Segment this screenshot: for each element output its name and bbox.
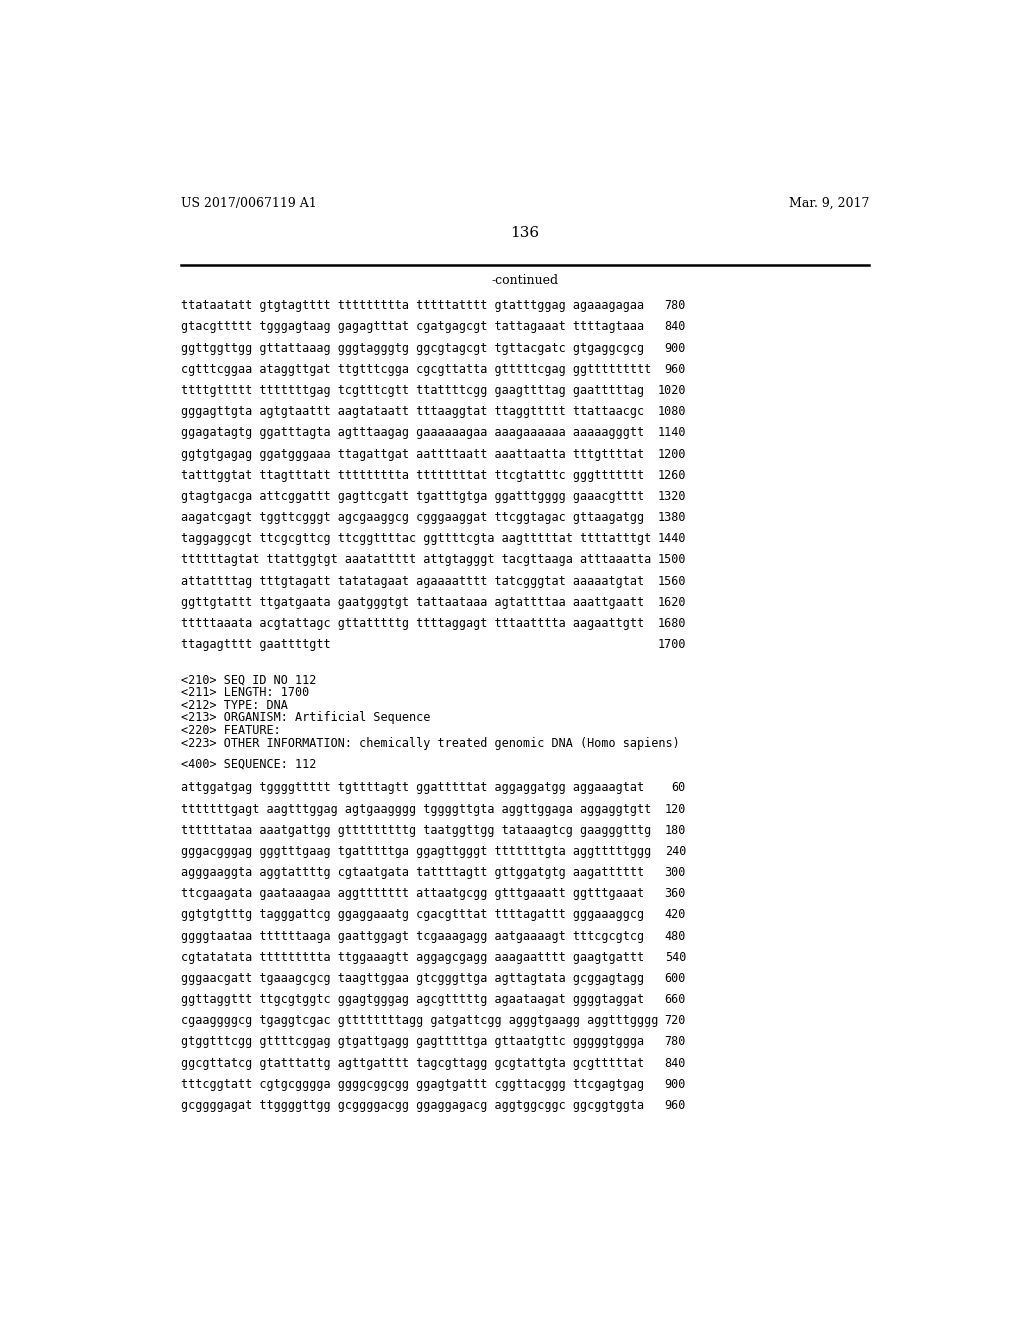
Text: cgtttcggaa ataggttgat ttgtttcgga cgcgttatta gtttttcgag ggttttttttt: cgtttcggaa ataggttgat ttgtttcgga cgcgtta… xyxy=(180,363,651,376)
Text: 136: 136 xyxy=(510,226,540,240)
Text: <213> ORGANISM: Artificial Sequence: <213> ORGANISM: Artificial Sequence xyxy=(180,711,430,725)
Text: aagatcgagt tggttcgggt agcgaaggcg cgggaaggat ttcggtagac gttaagatgg: aagatcgagt tggttcgggt agcgaaggcg cgggaag… xyxy=(180,511,644,524)
Text: ttataatatt gtgtagtttt ttttttttta tttttatttt gtatttggag agaaagagaa: ttataatatt gtgtagtttt ttttttttta tttttat… xyxy=(180,300,644,313)
Text: 300: 300 xyxy=(665,866,686,879)
Text: 240: 240 xyxy=(665,845,686,858)
Text: <212> TYPE: DNA: <212> TYPE: DNA xyxy=(180,698,288,711)
Text: 780: 780 xyxy=(665,300,686,313)
Text: 360: 360 xyxy=(665,887,686,900)
Text: gtggtttcgg gttttcggag gtgattgagg gagtttttga gttaatgttc gggggtggga: gtggtttcgg gttttcggag gtgattgagg gagtttt… xyxy=(180,1035,644,1048)
Text: Mar. 9, 2017: Mar. 9, 2017 xyxy=(788,197,869,210)
Text: 60: 60 xyxy=(672,781,686,795)
Text: gggacgggag gggtttgaag tgatttttga ggagttgggt tttttttgta aggtttttggg: gggacgggag gggtttgaag tgatttttga ggagttg… xyxy=(180,845,651,858)
Text: 840: 840 xyxy=(665,1056,686,1069)
Text: 1020: 1020 xyxy=(657,384,686,397)
Text: ttttttataa aaatgattgg gtttttttttg taatggttgg tataaagtcg gaagggtttg: ttttttataa aaatgattgg gtttttttttg taatgg… xyxy=(180,824,651,837)
Text: 420: 420 xyxy=(665,908,686,921)
Text: 600: 600 xyxy=(665,972,686,985)
Text: 540: 540 xyxy=(665,950,686,964)
Text: 960: 960 xyxy=(665,363,686,376)
Text: 1080: 1080 xyxy=(657,405,686,418)
Text: tttttttgagt aagtttggag agtgaagggg tggggttgta aggttggaga aggaggtgtt: tttttttgagt aagtttggag agtgaagggg tggggt… xyxy=(180,803,651,816)
Text: cgaaggggcg tgaggtcgac gttttttttagg gatgattcgg agggtgaagg aggtttgggg: cgaaggggcg tgaggtcgac gttttttttagg gatga… xyxy=(180,1014,658,1027)
Text: 1680: 1680 xyxy=(657,616,686,630)
Text: gggagttgta agtgtaattt aagtataatt tttaaggtat ttaggttttt ttattaacgc: gggagttgta agtgtaattt aagtataatt tttaagg… xyxy=(180,405,644,418)
Text: cgtatatata ttttttttta ttggaaagtt aggagcgagg aaagaatttt gaagtgattt: cgtatatata ttttttttta ttggaaagtt aggagcg… xyxy=(180,950,644,964)
Text: <210> SEQ ID NO 112: <210> SEQ ID NO 112 xyxy=(180,673,316,686)
Text: <211> LENGTH: 1700: <211> LENGTH: 1700 xyxy=(180,686,309,698)
Text: 1620: 1620 xyxy=(657,595,686,609)
Text: ttagagtttt gaattttgtt: ttagagtttt gaattttgtt xyxy=(180,638,331,651)
Text: 1320: 1320 xyxy=(657,490,686,503)
Text: attggatgag tggggttttt tgttttagtt ggatttttat aggaggatgg aggaaagtat: attggatgag tggggttttt tgttttagtt ggatttt… xyxy=(180,781,644,795)
Text: <223> OTHER INFORMATION: chemically treated genomic DNA (Homo sapiens): <223> OTHER INFORMATION: chemically trea… xyxy=(180,737,680,750)
Text: ggtgtgagag ggatgggaaa ttagattgat aattttaatt aaattaatta tttgttttat: ggtgtgagag ggatgggaaa ttagattgat aatttta… xyxy=(180,447,644,461)
Text: tatttggtat ttagtttatt ttttttttta ttttttttat ttcgtatttc gggttttttt: tatttggtat ttagtttatt ttttttttta ttttttt… xyxy=(180,469,644,482)
Text: gtagtgacga attcggattt gagttcgatt tgatttgtga ggatttgggg gaaacgtttt: gtagtgacga attcggattt gagttcgatt tgatttg… xyxy=(180,490,644,503)
Text: 900: 900 xyxy=(665,1077,686,1090)
Text: 660: 660 xyxy=(665,993,686,1006)
Text: gcggggagat ttggggttgg gcggggacgg ggaggagacg aggtggcggc ggcggtggta: gcggggagat ttggggttgg gcggggacgg ggaggag… xyxy=(180,1100,644,1111)
Text: ggtgtgtttg tagggattcg ggaggaaatg cgacgtttat ttttagattt gggaaaggcg: ggtgtgtttg tagggattcg ggaggaaatg cgacgtt… xyxy=(180,908,644,921)
Text: 1700: 1700 xyxy=(657,638,686,651)
Text: -continued: -continued xyxy=(492,275,558,286)
Text: ggttggttgg gttattaaag gggtagggtg ggcgtagcgt tgttacgatc gtgaggcgcg: ggttggttgg gttattaaag gggtagggtg ggcgtag… xyxy=(180,342,644,355)
Text: attattttag tttgtagatt tatatagaat agaaaatttt tatcgggtat aaaaatgtat: attattttag tttgtagatt tatatagaat agaaaat… xyxy=(180,574,644,587)
Text: 960: 960 xyxy=(665,1100,686,1111)
Text: 1440: 1440 xyxy=(657,532,686,545)
Text: ggagatagtg ggatttagta agtttaagag gaaaaaagaa aaagaaaaaa aaaaagggtt: ggagatagtg ggatttagta agtttaagag gaaaaaa… xyxy=(180,426,644,440)
Text: <400> SEQUENCE: 112: <400> SEQUENCE: 112 xyxy=(180,758,316,770)
Text: 1380: 1380 xyxy=(657,511,686,524)
Text: ttttttagtat ttattggtgt aaatattttt attgtagggt tacgttaaga atttaaatta: ttttttagtat ttattggtgt aaatattttt attgta… xyxy=(180,553,651,566)
Text: ggcgttatcg gtatttattg agttgatttt tagcgttagg gcgtattgta gcgtttttat: ggcgttatcg gtatttattg agttgatttt tagcgtt… xyxy=(180,1056,644,1069)
Text: agggaaggta aggtattttg cgtaatgata tattttagtt gttggatgtg aagatttttt: agggaaggta aggtattttg cgtaatgata tatttta… xyxy=(180,866,644,879)
Text: ggggtaataa ttttttaaga gaattggagt tcgaaagagg aatgaaaagt tttcgcgtcg: ggggtaataa ttttttaaga gaattggagt tcgaaag… xyxy=(180,929,644,942)
Text: 1140: 1140 xyxy=(657,426,686,440)
Text: tttttaaata acgtattagc gttatttttg ttttaggagt tttaatttta aagaattgtt: tttttaaata acgtattagc gttatttttg ttttagg… xyxy=(180,616,644,630)
Text: 1560: 1560 xyxy=(657,574,686,587)
Text: tttcggtatt cgtgcgggga ggggcggcgg ggagtgattt cggttacggg ttcgagtgag: tttcggtatt cgtgcgggga ggggcggcgg ggagtga… xyxy=(180,1077,644,1090)
Text: 780: 780 xyxy=(665,1035,686,1048)
Text: 1260: 1260 xyxy=(657,469,686,482)
Text: ttttgttttt tttttttgag tcgtttcgtt ttattttcgg gaagttttag gaatttttag: ttttgttttt tttttttgag tcgtttcgtt ttatttt… xyxy=(180,384,644,397)
Text: 480: 480 xyxy=(665,929,686,942)
Text: US 2017/0067119 A1: US 2017/0067119 A1 xyxy=(180,197,316,210)
Text: gggaacgatt tgaaagcgcg taagttggaa gtcgggttga agttagtata gcggagtagg: gggaacgatt tgaaagcgcg taagttggaa gtcgggt… xyxy=(180,972,644,985)
Text: 180: 180 xyxy=(665,824,686,837)
Text: 1500: 1500 xyxy=(657,553,686,566)
Text: 720: 720 xyxy=(665,1014,686,1027)
Text: taggaggcgt ttcgcgttcg ttcggttttac ggttttcgta aagtttttat ttttatttgt: taggaggcgt ttcgcgttcg ttcggttttac ggtttt… xyxy=(180,532,651,545)
Text: ggttaggttt ttgcgtggtc ggagtgggag agcgtttttg agaataagat ggggtaggat: ggttaggttt ttgcgtggtc ggagtgggag agcgttt… xyxy=(180,993,644,1006)
Text: 1200: 1200 xyxy=(657,447,686,461)
Text: ttcgaagata gaataaagaa aggttttttt attaatgcgg gtttgaaatt ggtttgaaat: ttcgaagata gaataaagaa aggttttttt attaatg… xyxy=(180,887,644,900)
Text: 840: 840 xyxy=(665,321,686,334)
Text: 900: 900 xyxy=(665,342,686,355)
Text: gtacgttttt tgggagtaag gagagtttat cgatgagcgt tattagaaat ttttagtaaa: gtacgttttt tgggagtaag gagagtttat cgatgag… xyxy=(180,321,644,334)
Text: <220> FEATURE:: <220> FEATURE: xyxy=(180,723,281,737)
Text: 120: 120 xyxy=(665,803,686,816)
Text: ggttgtattt ttgatgaata gaatgggtgt tattaataaa agtattttaa aaattgaatt: ggttgtattt ttgatgaata gaatgggtgt tattaat… xyxy=(180,595,644,609)
